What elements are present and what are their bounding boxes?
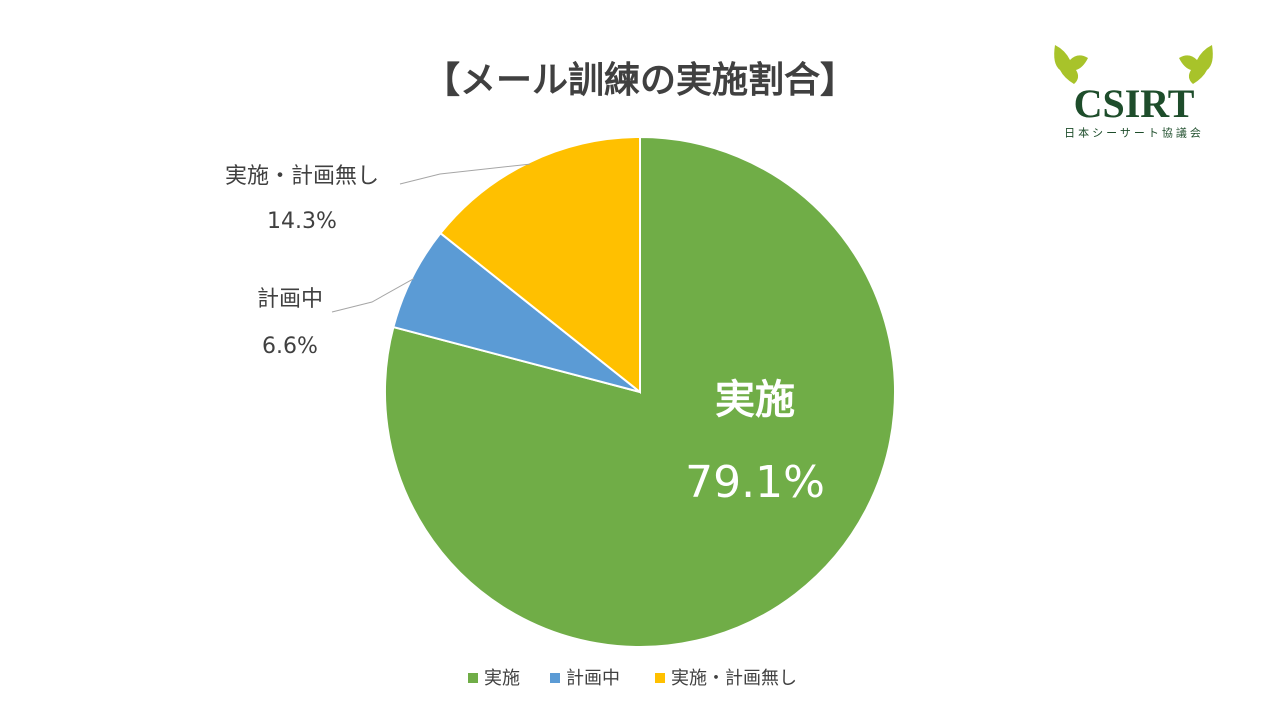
data-label-category: 計画中 [257,287,323,312]
logo-icon [1054,45,1088,84]
pie-slice [439,135,641,395]
logo-subtitle: 日本シーサート協議会 [1064,126,1204,140]
data-label-category: 実施 [715,377,795,423]
data-label: 79.1% [685,457,825,508]
data-label: 6.6% [262,334,318,359]
leader-line [399,163,531,185]
data-label-category: 実施・計画無し [225,164,379,189]
legend-label: 実施・計画無し [671,668,797,689]
chart-title: 【メール訓練の実施割合】 [424,60,856,101]
legend-label: 実施 [484,668,520,689]
data-label: 14.3% [267,209,337,234]
legend-swatch [550,673,560,683]
legend-swatch [655,673,665,683]
legend-swatch [468,673,478,683]
logo-text: CSIRT [1074,81,1195,126]
legend-label: 計画中 [566,668,620,689]
pie-slice [384,135,896,648]
logo-icon [1179,45,1213,84]
logo: CSIRT 日本シーサート協議会 [1054,45,1213,140]
leader-line [331,278,415,313]
